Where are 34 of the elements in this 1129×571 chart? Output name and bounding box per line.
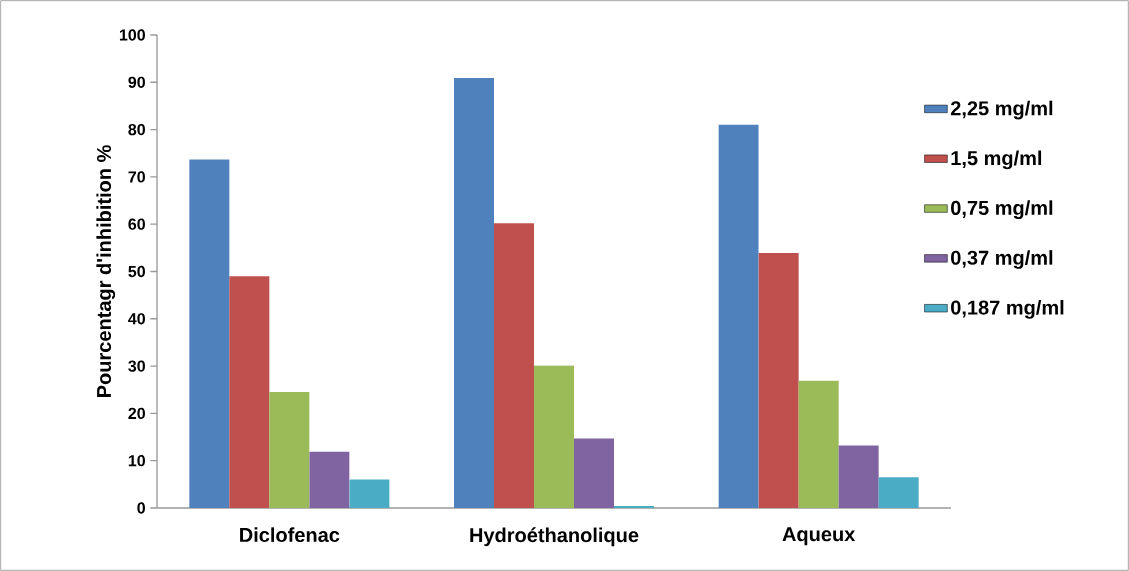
y-tick-label: 100: [119, 29, 145, 41]
y-tick-label: 50: [128, 265, 145, 278]
legend-label: 0,37 mg/ml: [951, 250, 1053, 269]
y-tick-label: 20: [128, 407, 145, 420]
y-tick-label: 80: [128, 123, 145, 136]
y-tick-label: 10: [128, 455, 145, 467]
bar: [878, 477, 919, 508]
y-tick-label: 90: [128, 76, 145, 88]
bar: [534, 365, 574, 508]
bar: [758, 253, 799, 508]
x-tick-label: Diclofenac: [240, 527, 340, 543]
y-axis-title: Pourcentagr d'inhibition %: [96, 145, 116, 397]
y-tick-label: 60: [128, 218, 145, 230]
x-tick-label: Hydroéthanolique: [470, 527, 639, 547]
bar: [269, 392, 310, 508]
legend-label: 1,5 mg/ml: [951, 150, 1042, 170]
bar: [229, 276, 270, 508]
bar: [494, 223, 534, 508]
legend-label: 2,25 mg/ml: [950, 100, 1053, 120]
bar: [309, 451, 350, 508]
bar: [574, 438, 614, 508]
bar: [718, 124, 759, 508]
y-tick-label: 30: [128, 360, 145, 372]
y-tick-label: 0: [137, 502, 145, 514]
bar: [798, 380, 839, 508]
x-tick-label: Aqueux: [782, 527, 856, 546]
bar: [189, 159, 230, 508]
legend-label: 0,75 mg/ml: [951, 200, 1053, 220]
y-tick-label: 70: [128, 171, 145, 183]
bar: [838, 445, 879, 508]
bar: [349, 479, 390, 508]
y-tick-label: 40: [128, 313, 145, 325]
bar: [454, 78, 494, 508]
legend-label: 0,187 mg/ml: [951, 299, 1064, 319]
